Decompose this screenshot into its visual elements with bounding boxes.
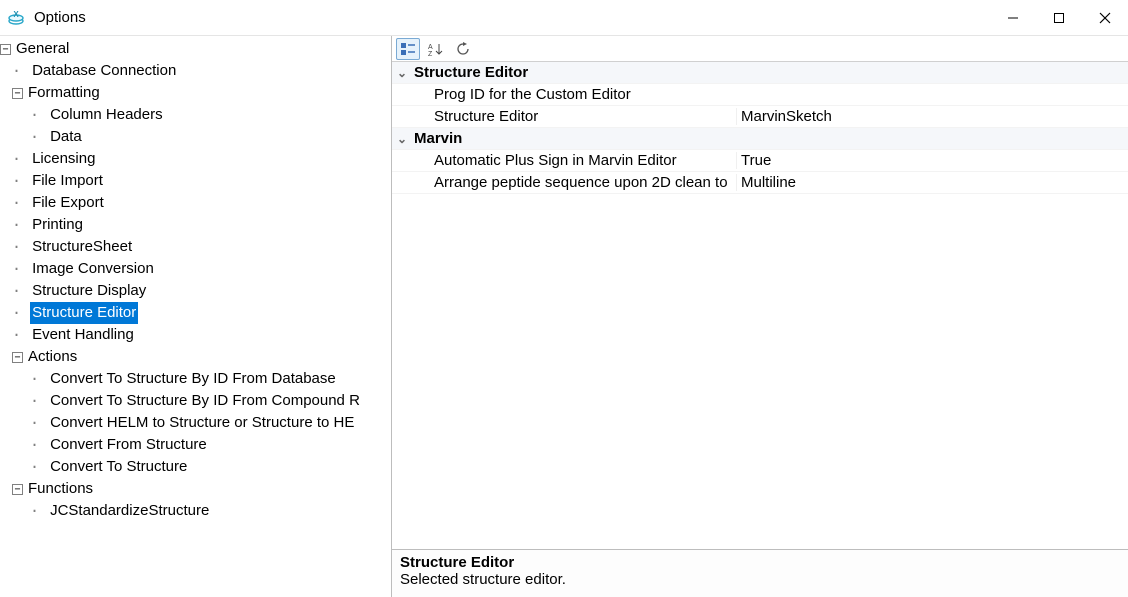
- property-row-auto-plus[interactable]: Automatic Plus Sign in Marvin Editor Tru…: [392, 150, 1128, 172]
- property-name: Structure Editor: [412, 108, 736, 125]
- property-pane: A Z ⌄ Structure Editor P: [392, 36, 1128, 597]
- categorized-button[interactable]: [396, 38, 420, 60]
- property-category-structure-editor[interactable]: ⌄ Structure Editor: [392, 62, 1128, 84]
- tree-label: Event Handling: [30, 324, 136, 346]
- svg-text:Z: Z: [428, 51, 433, 56]
- alphabetical-button[interactable]: A Z: [424, 38, 448, 60]
- tree-node-structuresheet[interactable]: · StructureSheet: [0, 236, 391, 258]
- description-text: Selected structure editor.: [400, 571, 1120, 588]
- collapse-icon[interactable]: −: [0, 44, 11, 55]
- category-label: Structure Editor: [412, 64, 736, 81]
- window-title: Options: [34, 9, 990, 26]
- tree-node-database-connection[interactable]: · Database Connection: [0, 60, 391, 82]
- maximize-button[interactable]: [1036, 0, 1082, 36]
- chevron-down-icon[interactable]: ⌄: [392, 132, 412, 146]
- tree-label: Column Headers: [48, 104, 165, 126]
- app-icon: X: [6, 8, 26, 28]
- tree-label: Image Conversion: [30, 258, 156, 280]
- property-name: Automatic Plus Sign in Marvin Editor: [412, 152, 736, 169]
- collapse-icon[interactable]: −: [12, 484, 23, 495]
- tree-node-file-import[interactable]: · File Import: [0, 170, 391, 192]
- property-toolbar: A Z: [392, 36, 1128, 62]
- tree-label: Convert From Structure: [48, 434, 209, 456]
- reset-button[interactable]: [452, 38, 476, 60]
- tree-label: Formatting: [26, 82, 102, 104]
- tree-label: Actions: [26, 346, 79, 368]
- svg-text:X: X: [13, 10, 19, 19]
- tree-node-convert-from-structure[interactable]: · Convert From Structure: [0, 434, 391, 456]
- tree-node-convert-helm[interactable]: · Convert HELM to Structure or Structure…: [0, 412, 391, 434]
- tree-node-event-handling[interactable]: · Event Handling: [0, 324, 391, 346]
- property-row-prog-id[interactable]: Prog ID for the Custom Editor: [392, 84, 1128, 106]
- titlebar: X Options: [0, 0, 1128, 36]
- tree-node-data[interactable]: · Data: [0, 126, 391, 148]
- tree-node-image-conversion[interactable]: · Image Conversion: [0, 258, 391, 280]
- tree-node-licensing[interactable]: · Licensing: [0, 148, 391, 170]
- category-label: Marvin: [412, 130, 736, 147]
- tree-node-structure-editor[interactable]: · Structure Editor: [0, 302, 391, 324]
- svg-text:A: A: [428, 44, 433, 51]
- property-name: Arrange peptide sequence upon 2D clean t…: [412, 174, 736, 191]
- chevron-down-icon[interactable]: ⌄: [392, 66, 412, 80]
- tree-node-convert-by-id-compound[interactable]: · Convert To Structure By ID From Compou…: [0, 390, 391, 412]
- property-value[interactable]: Multiline: [736, 174, 1128, 191]
- tree-node-formatting[interactable]: − Formatting: [0, 82, 391, 104]
- minimize-button[interactable]: [990, 0, 1036, 36]
- options-tree: − General · Database Connection − Format…: [0, 36, 392, 597]
- tree-label: Convert To Structure By ID From Database: [48, 368, 338, 390]
- tree-label: Convert To Structure By ID From Compound…: [48, 390, 362, 412]
- tree-label: JCStandardizeStructure: [48, 500, 211, 522]
- tree-node-convert-by-id-db[interactable]: · Convert To Structure By ID From Databa…: [0, 368, 391, 390]
- tree-node-column-headers[interactable]: · Column Headers: [0, 104, 391, 126]
- tree-node-general[interactable]: − General: [0, 38, 391, 60]
- description-title: Structure Editor: [400, 554, 1120, 571]
- property-value[interactable]: MarvinSketch: [736, 108, 1128, 125]
- close-button[interactable]: [1082, 0, 1128, 36]
- tree-node-jcstandardize[interactable]: · JCStandardizeStructure: [0, 500, 391, 522]
- tree-node-functions[interactable]: − Functions: [0, 478, 391, 500]
- description-panel: Structure Editor Selected structure edit…: [392, 549, 1128, 597]
- property-name: Prog ID for the Custom Editor: [412, 86, 736, 103]
- tree-label: File Export: [30, 192, 106, 214]
- property-grid: ⌄ Structure Editor Prog ID for the Custo…: [392, 62, 1128, 549]
- tree-label: Data: [48, 126, 84, 148]
- property-row-peptide[interactable]: Arrange peptide sequence upon 2D clean t…: [392, 172, 1128, 194]
- tree-label: Convert To Structure: [48, 456, 189, 478]
- tree-label: Convert HELM to Structure or Structure t…: [48, 412, 356, 434]
- tree-label: General: [14, 38, 71, 60]
- tree-label: Structure Display: [30, 280, 148, 302]
- tree-label: StructureSheet: [30, 236, 134, 258]
- tree-node-printing[interactable]: · Printing: [0, 214, 391, 236]
- collapse-icon[interactable]: −: [12, 88, 23, 99]
- tree-label: File Import: [30, 170, 105, 192]
- property-category-marvin[interactable]: ⌄ Marvin: [392, 128, 1128, 150]
- tree-node-actions[interactable]: − Actions: [0, 346, 391, 368]
- tree-node-structure-display[interactable]: · Structure Display: [0, 280, 391, 302]
- tree-label: Database Connection: [30, 60, 178, 82]
- property-value[interactable]: True: [736, 152, 1128, 169]
- tree-label: Structure Editor: [30, 302, 138, 324]
- collapse-icon[interactable]: −: [12, 352, 23, 363]
- property-row-structure-editor[interactable]: Structure Editor MarvinSketch: [392, 106, 1128, 128]
- tree-label: Licensing: [30, 148, 97, 170]
- tree-node-convert-to-structure[interactable]: · Convert To Structure: [0, 456, 391, 478]
- tree-label: Printing: [30, 214, 85, 236]
- tree-node-file-export[interactable]: · File Export: [0, 192, 391, 214]
- tree-label: Functions: [26, 478, 95, 500]
